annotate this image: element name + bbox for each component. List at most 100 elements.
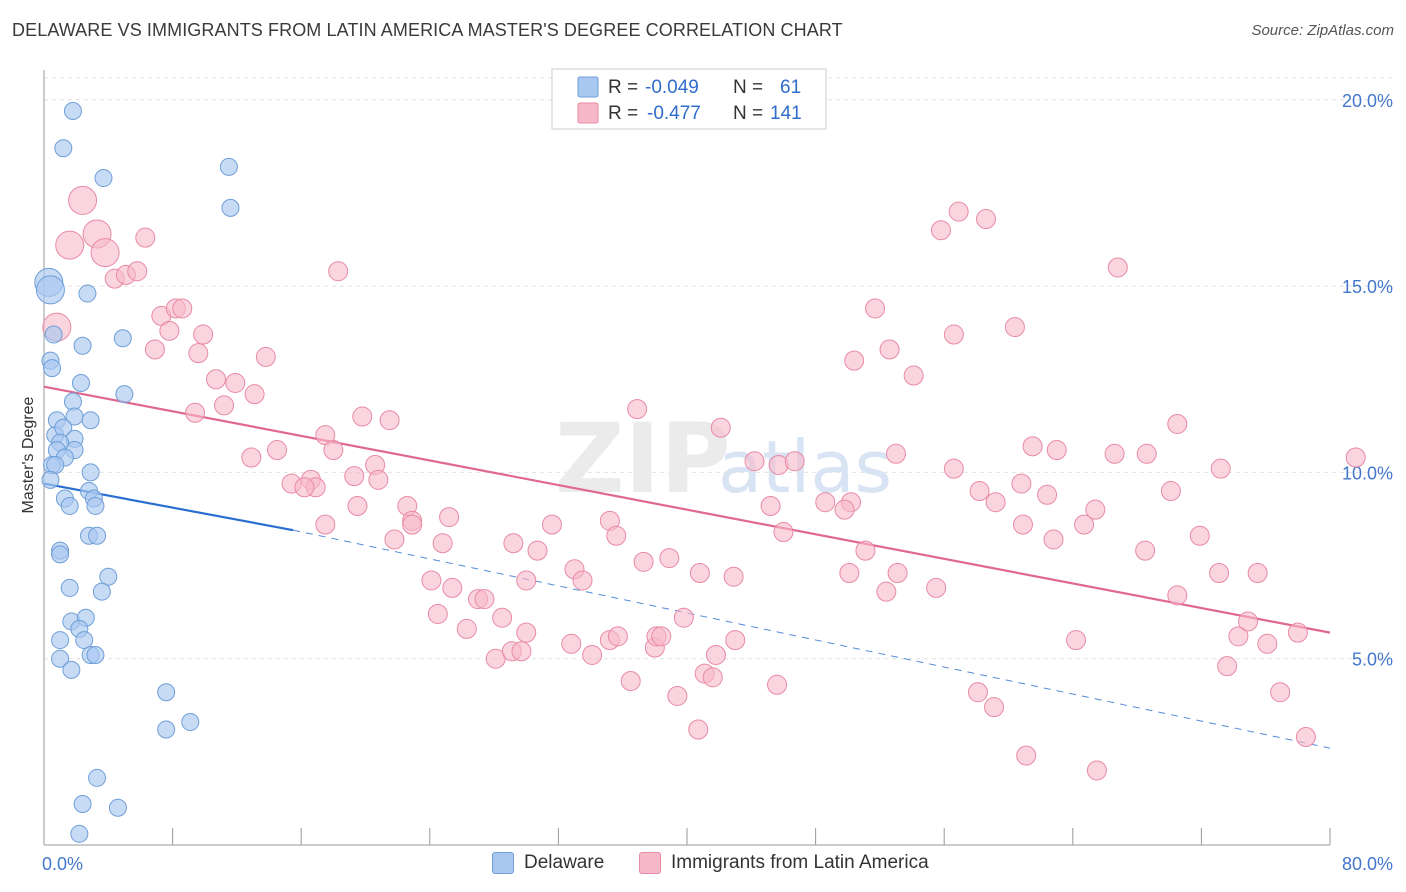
data-point-latin	[985, 492, 1006, 513]
data-point-latin	[930, 220, 951, 241]
data-point-latin	[347, 495, 368, 516]
data-point-latin	[294, 477, 315, 498]
data-point-delaware	[86, 645, 105, 664]
data-point-latin	[1160, 481, 1181, 502]
data-point-latin	[328, 261, 349, 282]
data-point-latin	[352, 406, 373, 427]
axes	[43, 70, 1331, 846]
data-point-latin	[689, 563, 710, 584]
data-point-delaware	[54, 139, 73, 158]
data-point-delaware	[43, 359, 62, 378]
data-point-latin	[1189, 525, 1210, 546]
data-point-latin	[606, 525, 627, 546]
watermark-zip: ZIP	[555, 403, 731, 515]
data-point-latin	[1345, 447, 1366, 468]
data-point-latin	[55, 230, 85, 260]
data-point-latin	[442, 577, 463, 598]
legend-r-label-1: R =	[608, 77, 638, 98]
data-point-delaware	[99, 567, 118, 586]
data-point-delaware	[157, 683, 176, 702]
legend-label-latin: Immigrants from Latin America	[671, 852, 929, 873]
data-point-latin	[784, 451, 805, 472]
data-point-latin	[702, 667, 723, 688]
data-point-latin	[885, 443, 906, 464]
legend-swatch-latin-bottom	[639, 852, 661, 874]
data-point-delaware	[157, 720, 176, 739]
legend-label-delaware: Delaware	[524, 852, 605, 873]
legend-n-value-2: 141	[770, 103, 802, 124]
watermark-atlas: atlas	[718, 425, 892, 509]
data-point-latin	[651, 626, 672, 647]
data-point-delaware	[35, 275, 65, 305]
data-point-delaware	[219, 157, 238, 176]
data-point-latin	[1209, 563, 1230, 584]
data-point-latin	[1210, 458, 1231, 479]
data-point-latin	[1004, 317, 1025, 338]
data-point-delaware	[88, 768, 107, 787]
tick-labels: 5.0% 10.0% 15.0% 20.0% 0.0% 80.0%	[42, 91, 1393, 874]
data-point-latin	[1287, 622, 1308, 643]
data-point-delaware	[113, 329, 132, 348]
legend-r-value-2: -0.477	[647, 103, 701, 124]
data-point-latin	[1136, 443, 1157, 464]
data-point-latin	[225, 372, 246, 393]
x-tick-label: 80.0%	[1342, 854, 1393, 874]
source-label: Source: ZipAtlas.com	[1251, 22, 1394, 39]
data-point-delaware	[92, 582, 111, 601]
data-point-latin	[903, 365, 924, 386]
y-tick-label: 5.0%	[1352, 650, 1393, 670]
data-point-delaware	[73, 795, 92, 814]
data-point-delaware	[108, 798, 127, 817]
data-point-latin	[172, 298, 193, 319]
data-point-latin	[1046, 440, 1067, 461]
data-point-latin	[214, 395, 235, 416]
data-point-latin	[1107, 257, 1128, 278]
data-point-delaware	[115, 385, 134, 404]
data-point-latin	[159, 320, 180, 341]
data-point-latin	[1247, 563, 1268, 584]
y-axis-label: Master's Degree	[20, 396, 37, 513]
legend-n-label-2: N =	[733, 103, 763, 124]
data-point-latin	[193, 324, 214, 345]
data-point-latin	[68, 185, 98, 215]
legend-n-value-1: 61	[780, 77, 801, 98]
data-point-latin	[1257, 633, 1278, 654]
data-point-latin	[527, 540, 548, 561]
data-point-latin	[834, 499, 855, 520]
data-point-delaware	[70, 824, 89, 843]
data-point-latin	[427, 603, 448, 624]
data-point-latin	[855, 540, 876, 561]
legend-n-label-1: N =	[733, 77, 763, 98]
data-point-latin	[1167, 585, 1188, 606]
data-point-latin	[948, 201, 969, 222]
data-point-latin	[1085, 499, 1106, 520]
x-tick-label: 0.0%	[42, 854, 83, 874]
data-point-latin	[456, 618, 477, 639]
data-point-latin	[815, 492, 836, 513]
data-point-latin	[1167, 413, 1188, 434]
data-point-delaware	[78, 284, 97, 303]
data-point-latin	[1270, 682, 1291, 703]
data-point-latin	[432, 533, 453, 554]
data-point-latin	[969, 481, 990, 502]
latin-america-points	[42, 185, 1366, 781]
data-point-delaware	[73, 336, 92, 355]
data-point-latin	[865, 298, 886, 319]
data-point-delaware	[51, 649, 70, 668]
trendline-latin	[43, 385, 1331, 634]
data-point-latin	[705, 644, 726, 665]
data-point-latin	[511, 641, 532, 662]
data-point-latin	[760, 495, 781, 516]
data-point-delaware	[44, 325, 63, 344]
data-point-latin	[384, 529, 405, 550]
data-point-delaware	[63, 392, 82, 411]
data-point-latin	[1238, 611, 1259, 632]
legend-swatch-delaware-bottom	[492, 852, 514, 874]
data-point-latin	[887, 563, 908, 584]
data-point-latin	[710, 417, 731, 438]
data-point-latin	[1086, 760, 1107, 781]
data-point-latin	[315, 514, 336, 535]
data-point-latin	[659, 548, 680, 569]
legend-r-label-2: R =	[608, 103, 638, 124]
data-point-latin	[876, 581, 897, 602]
